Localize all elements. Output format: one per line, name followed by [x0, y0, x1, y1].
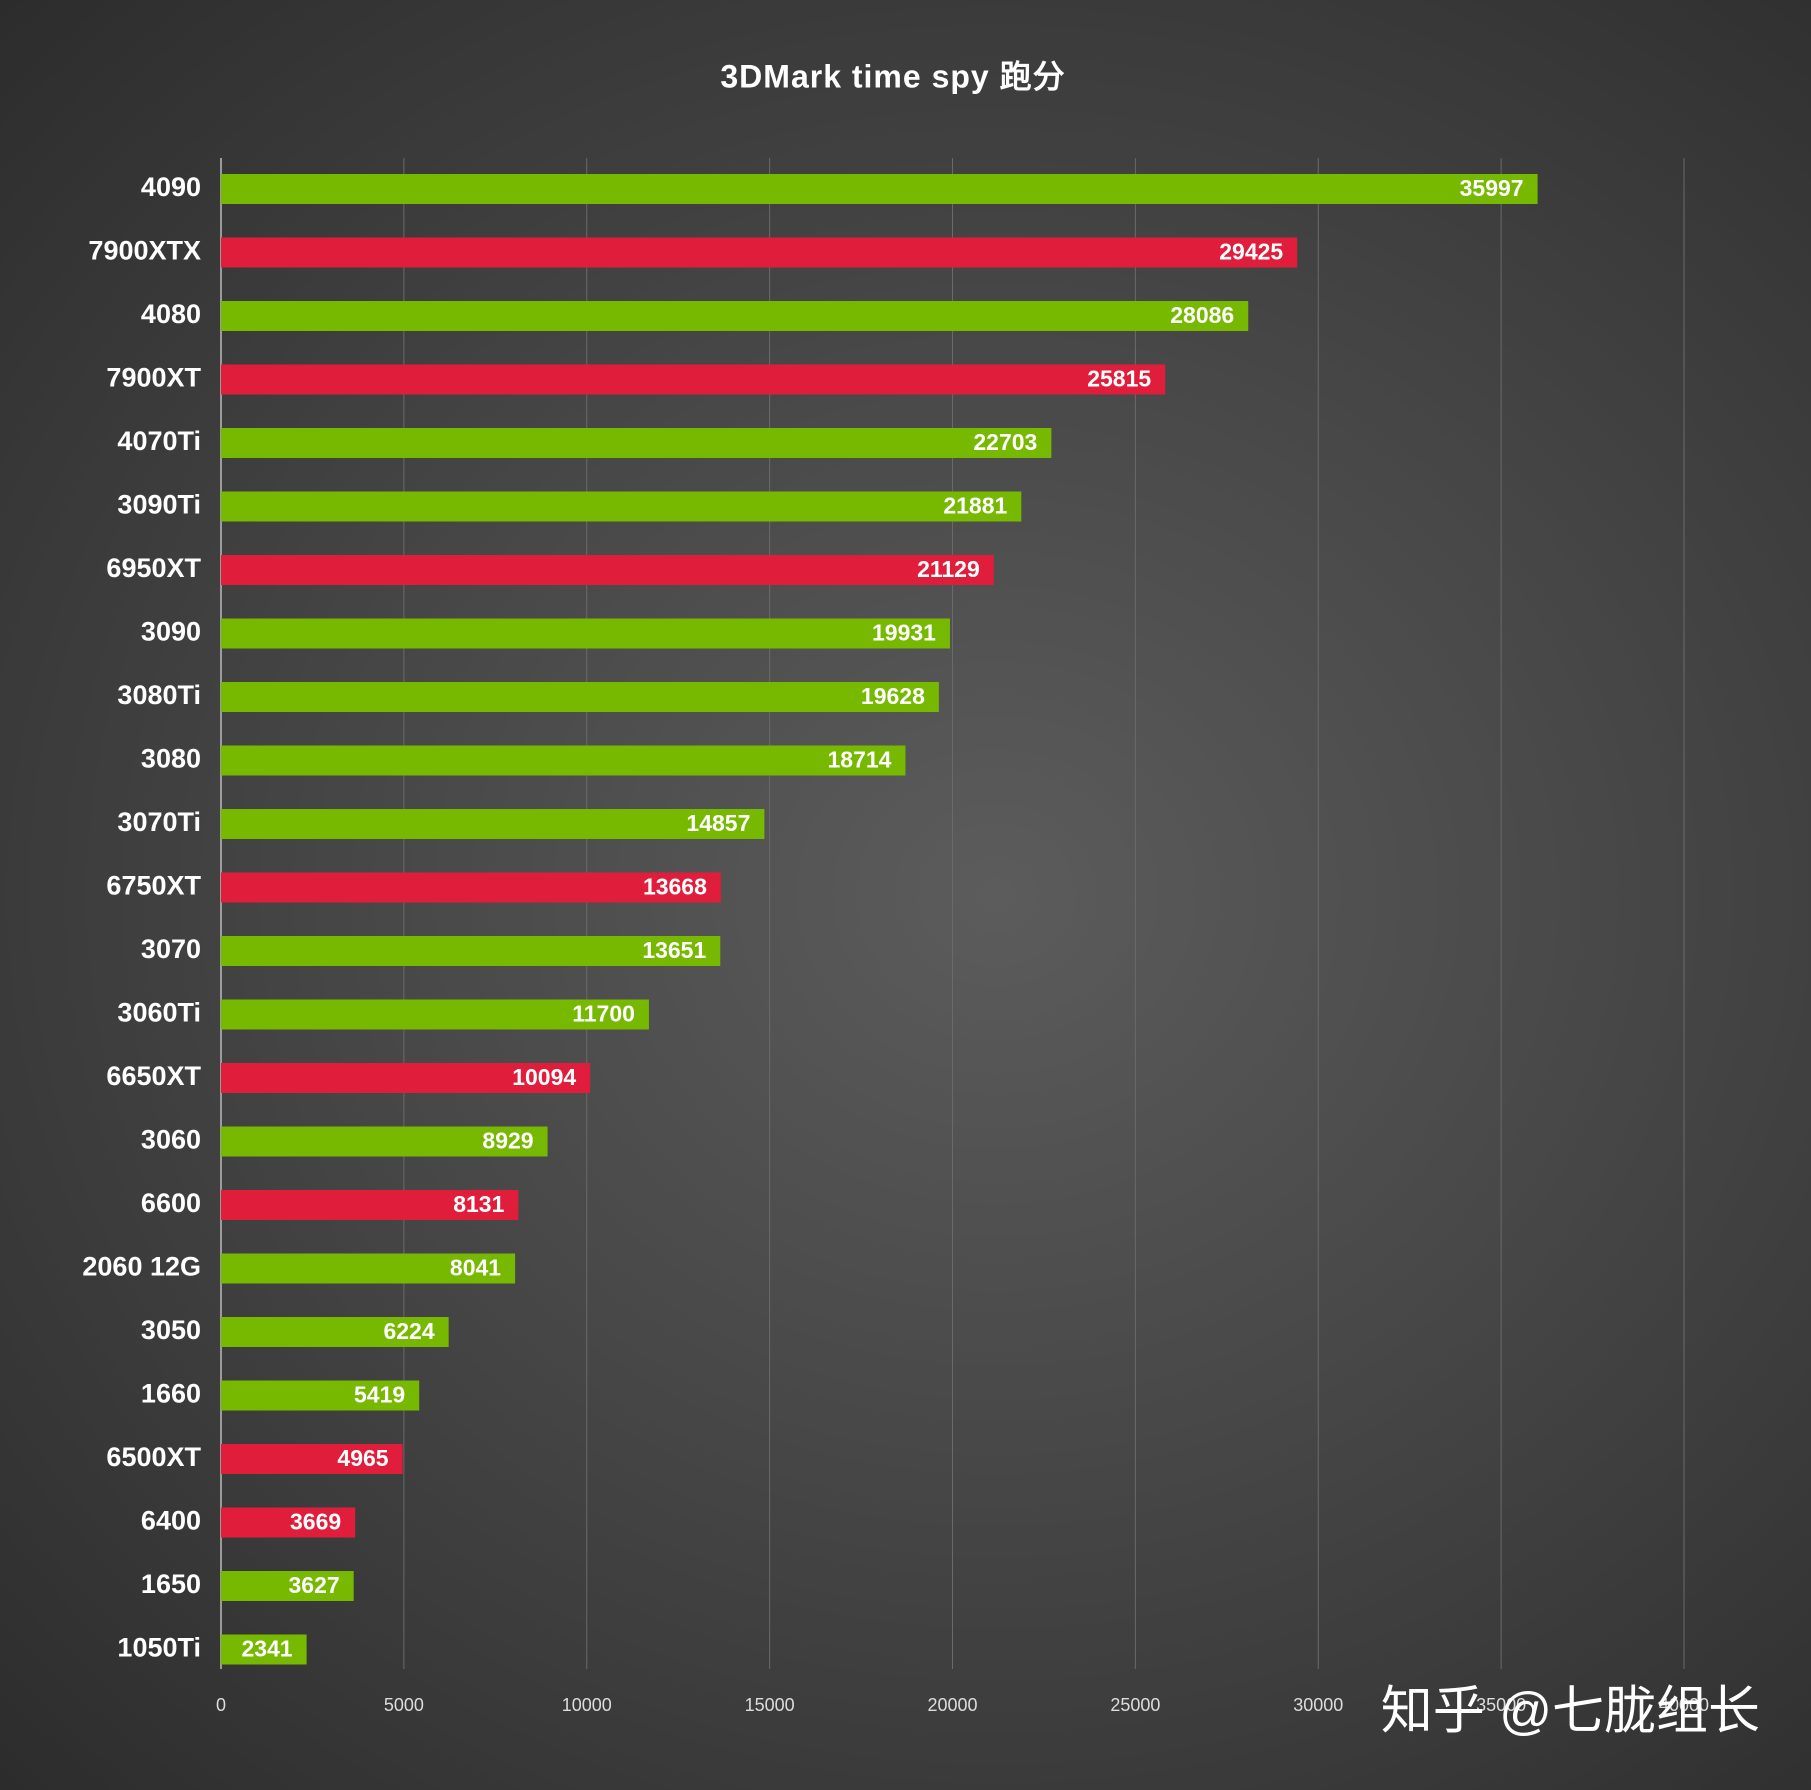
value-label: 21129: [917, 556, 980, 582]
y-tick-label: 6750XT: [106, 871, 201, 901]
value-label: 21881: [943, 493, 1007, 519]
bar: [221, 682, 939, 712]
bar: [221, 1063, 591, 1093]
y-tick-label: 2060 12G: [82, 1252, 201, 1282]
y-tick-label: 7900XT: [106, 363, 201, 393]
value-label: 4965: [337, 1445, 388, 1471]
bar: [221, 1190, 519, 1220]
bar: [221, 999, 649, 1030]
y-tick-label: 7900XTX: [88, 236, 201, 266]
x-tick-label: 30000: [1293, 1695, 1343, 1715]
x-tick-label: 15000: [745, 1695, 795, 1715]
value-label: 11700: [572, 1001, 635, 1027]
value-label: 35997: [1460, 175, 1524, 201]
bar: [221, 809, 765, 839]
value-label: 29425: [1219, 239, 1283, 265]
x-tick-label: 0: [216, 1695, 226, 1715]
chart-title: 3DMark time spy 跑分: [720, 58, 1065, 94]
watermark: 知乎 @七胧组长: [1381, 1683, 1760, 1741]
value-label: 3669: [290, 1509, 341, 1535]
y-tick-label: 6650XT: [106, 1061, 201, 1091]
y-tick-label: 4070Ti: [117, 426, 201, 456]
x-tick-label: 20000: [927, 1695, 977, 1715]
bar: [221, 237, 1298, 268]
bar: [221, 1634, 307, 1665]
value-label: 13668: [643, 874, 707, 900]
value-label: 22703: [973, 429, 1037, 455]
bar: [221, 1317, 449, 1347]
value-label: 19931: [872, 620, 936, 646]
bar: [221, 428, 1052, 458]
y-tick-label: 3090Ti: [117, 490, 201, 520]
value-label: 28086: [1170, 302, 1234, 328]
value-label: 5419: [354, 1382, 405, 1408]
value-label: 2341: [241, 1636, 292, 1662]
bar: [221, 174, 1538, 204]
y-tick-label: 3090: [141, 617, 201, 647]
x-tick-label: 40000: [1659, 1695, 1709, 1715]
y-tick-label: 6600: [141, 1188, 201, 1218]
value-label: 3627: [288, 1572, 339, 1598]
y-tick-label: 3080Ti: [117, 680, 201, 710]
bar: [221, 555, 994, 585]
value-label: 14857: [686, 810, 750, 836]
y-tick-label: 1050Ti: [117, 1633, 201, 1663]
value-label: 10094: [512, 1064, 576, 1090]
y-tick-label: 3080: [141, 744, 201, 774]
y-tick-label: 1660: [141, 1379, 201, 1409]
y-tick-label: 6950XT: [106, 553, 201, 583]
y-tick-label: 3050: [141, 1315, 201, 1345]
y-tick-label: 6500XT: [106, 1442, 201, 1472]
y-tick-label: 4080: [141, 299, 201, 329]
value-label: 6224: [383, 1318, 434, 1344]
bar: [221, 1253, 516, 1284]
x-tick-label: 10000: [562, 1695, 612, 1715]
bar: [221, 1380, 420, 1411]
x-tick-label: 35000: [1476, 1695, 1526, 1715]
bar: [221, 301, 1249, 331]
value-label: 19628: [861, 683, 925, 709]
x-tick-label: 5000: [384, 1695, 424, 1715]
bar: [221, 872, 721, 903]
x-tick-label: 25000: [1110, 1695, 1160, 1715]
value-label: 8929: [482, 1128, 533, 1154]
value-label: 25815: [1087, 366, 1151, 392]
value-label: 8131: [453, 1191, 504, 1217]
y-tick-label: 4090: [141, 172, 201, 202]
value-label: 18714: [827, 747, 891, 773]
bar: [221, 1444, 403, 1474]
y-tick-label: 6400: [141, 1506, 201, 1536]
y-tick-label: 3070Ti: [117, 807, 201, 837]
bar: [221, 936, 721, 966]
bar: [221, 1571, 354, 1601]
value-label: 8041: [450, 1255, 501, 1281]
y-tick-label: 1650: [141, 1569, 201, 1599]
bar: [221, 745, 906, 776]
bar: [221, 618, 950, 649]
bar: [221, 1126, 548, 1157]
y-tick-label: 3060Ti: [117, 998, 201, 1028]
bar: [221, 491, 1022, 522]
value-label: 13651: [642, 937, 706, 963]
bar: [221, 1507, 356, 1538]
bar: [221, 364, 1166, 395]
y-tick-label: 3070: [141, 934, 201, 964]
y-tick-label: 3060: [141, 1125, 201, 1155]
